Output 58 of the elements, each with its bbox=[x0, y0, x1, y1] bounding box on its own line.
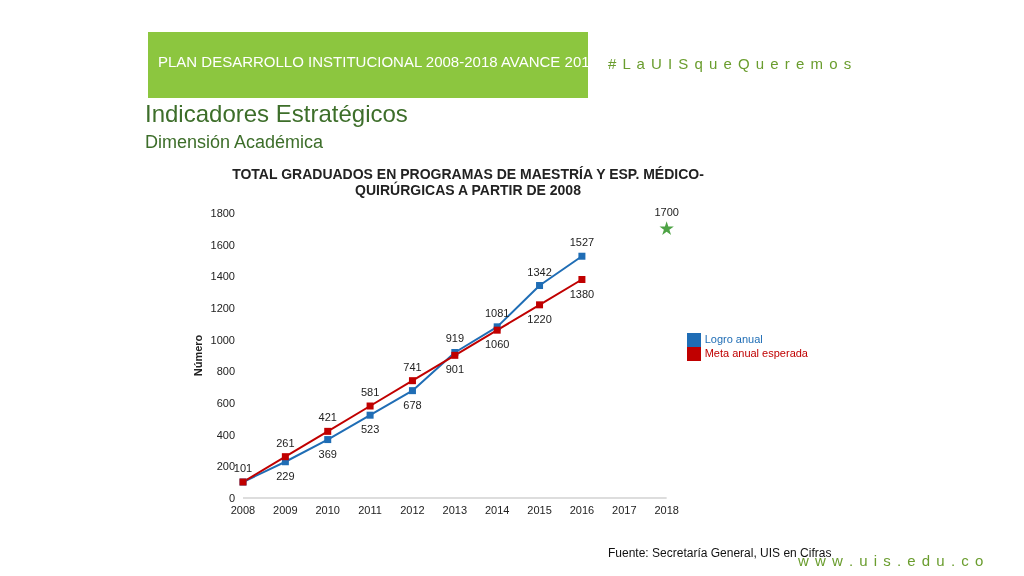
y-tick-label: 200 bbox=[216, 460, 235, 473]
y-tick-label: 0 bbox=[228, 491, 235, 504]
data-label: 1700 bbox=[654, 206, 679, 219]
y-tick-label: 1000 bbox=[210, 333, 235, 346]
data-label: 1081 bbox=[484, 306, 510, 319]
x-tick-label: 2008 bbox=[230, 503, 256, 516]
text: # L a U I S q u e Q u e r e m o s bbox=[608, 55, 853, 72]
data-label: 919 bbox=[445, 332, 464, 345]
y-tick-label: 1800 bbox=[210, 206, 235, 219]
data-label: 369 bbox=[318, 447, 337, 460]
point bbox=[408, 387, 416, 395]
y-tick-label: 600 bbox=[216, 396, 235, 409]
data-label: 581 bbox=[360, 386, 380, 399]
data-label: 1380 bbox=[569, 287, 595, 300]
x-tick-label: 2012 bbox=[400, 503, 425, 516]
point bbox=[536, 282, 544, 290]
data-label: 1220 bbox=[527, 312, 552, 325]
x-tick-label: 2018 bbox=[654, 503, 679, 516]
data-label: 523 bbox=[360, 423, 380, 436]
point bbox=[324, 427, 332, 435]
data-label: 261 bbox=[276, 436, 295, 449]
x-tick-label: 2011 bbox=[358, 503, 382, 516]
text: PLAN DESARROLLO INSTITUCIONAL 2008-2018 AVANCE 201 bbox=[158, 53, 590, 70]
x-tick-label: 2009 bbox=[273, 503, 298, 516]
x-tick-label: 2015 bbox=[527, 503, 552, 516]
data-label: 421 bbox=[318, 411, 337, 424]
text: Dimensión Académica bbox=[145, 132, 324, 153]
chart-title: TOTAL GRADUADOS EN PROGRAMAS DE MAESTRÍA Y ESP. MÉDICO-QUIRÚRGICAS A PARTIR DE 2008 bbox=[231, 166, 705, 198]
y-tick-label: 1400 bbox=[210, 270, 235, 283]
point bbox=[408, 377, 416, 385]
data-label: 1342 bbox=[527, 265, 552, 278]
x-tick-label: 2013 bbox=[442, 503, 468, 516]
data-label: 741 bbox=[403, 360, 422, 373]
x-tick-label: 2016 bbox=[569, 503, 595, 516]
data-label: 229 bbox=[276, 469, 295, 482]
point bbox=[578, 276, 586, 283]
data-label: 678 bbox=[403, 398, 422, 411]
point bbox=[536, 301, 544, 309]
y-tick-label: 1200 bbox=[210, 301, 235, 314]
legend-label: Logro anual bbox=[704, 333, 763, 345]
point bbox=[578, 252, 586, 260]
point bbox=[366, 411, 374, 419]
text: Indicadores Estratégicos bbox=[145, 100, 408, 128]
x-tick-label: 2017 bbox=[612, 503, 637, 516]
x-tick-label: 2010 bbox=[315, 503, 340, 516]
y-tick-label: 1600 bbox=[210, 238, 235, 251]
point bbox=[281, 453, 289, 461]
legend-label: Meta anual esperada bbox=[704, 347, 808, 360]
y-tick-label: 800 bbox=[216, 365, 235, 378]
point bbox=[366, 402, 374, 410]
data-label: 1060 bbox=[484, 338, 510, 351]
data-label: 901 bbox=[445, 363, 464, 376]
x-tick-label: 2014 bbox=[484, 503, 510, 516]
y-tick-label: 400 bbox=[216, 428, 235, 441]
data-label: 1527 bbox=[569, 236, 595, 249]
y-axis-title: Número bbox=[191, 334, 204, 377]
point bbox=[324, 436, 332, 444]
point bbox=[659, 221, 674, 235]
